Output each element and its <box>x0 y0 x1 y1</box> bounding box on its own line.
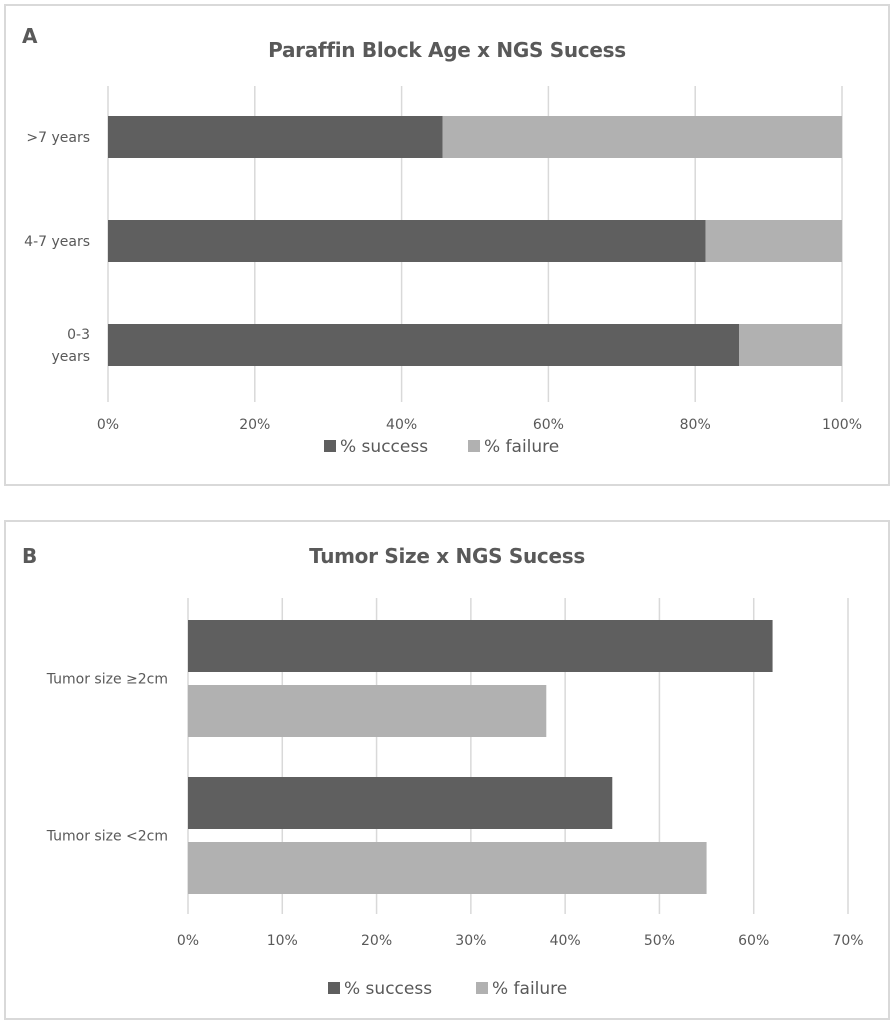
legend-swatch-success <box>324 440 336 452</box>
chart-a-title: Paraffin Block Age x NGS Sucess <box>268 38 626 62</box>
legend-label-failure: % failure <box>492 979 567 999</box>
x-tick-label: 80% <box>680 417 711 433</box>
chart-b-svg: 0% 10% 20% 30% 40% 50% 60% 70% Tumor size ≥2cm Tu… <box>46 598 864 999</box>
x-tick-label: 70% <box>832 933 863 949</box>
bar-failure <box>705 220 842 262</box>
bar-success <box>188 777 613 829</box>
x-tick-label: 20% <box>239 417 270 433</box>
panel-label-a: A <box>22 24 38 48</box>
category-label: 4-7 years <box>24 234 90 250</box>
x-tick-label: 0% <box>177 933 199 949</box>
legend-label-success: % success <box>344 979 432 999</box>
chart-b-title: Tumor Size x NGS Sucess <box>309 544 585 568</box>
category-label: Tumor size <2cm <box>46 829 168 845</box>
x-tick-label: 40% <box>386 417 417 433</box>
x-tick-label: 0% <box>97 417 119 433</box>
x-tick-label: 60% <box>533 417 564 433</box>
bar-success <box>188 620 773 672</box>
x-tick-label: 50% <box>644 933 675 949</box>
x-tick-label: 100% <box>822 417 862 433</box>
legend-swatch-success <box>328 982 340 994</box>
bar-success <box>108 324 740 366</box>
bar-failure <box>442 116 842 158</box>
bar-failure <box>739 324 842 366</box>
bar-success <box>108 220 706 262</box>
bar-failure <box>188 685 547 737</box>
legend-label-failure: % failure <box>484 437 559 457</box>
chart-a-svg: 0% 20% 40% 60% 80% 100% >7 years 4-7 years 0-3 ye… <box>24 86 862 457</box>
category-label: years <box>51 349 90 365</box>
bar-success <box>108 116 443 158</box>
x-tick-label: 40% <box>550 933 581 949</box>
chart-panel-b: B Tumor Size x NGS Sucess 0% 10% 20% 30% 40%… <box>4 520 890 1020</box>
chart-panel-a: A Paraffin Block Age x NGS Sucess 0% 20% 4… <box>4 4 890 486</box>
x-tick-label: 30% <box>455 933 486 949</box>
x-tick-label: 10% <box>267 933 298 949</box>
category-label: >7 years <box>26 130 90 146</box>
category-label: 0-3 <box>67 327 90 343</box>
x-tick-label: 20% <box>361 933 392 949</box>
legend-swatch-failure <box>468 440 480 452</box>
category-label: Tumor size ≥2cm <box>46 672 168 688</box>
bar-failure <box>188 842 707 894</box>
panel-label-b: B <box>22 544 38 568</box>
x-tick-label: 60% <box>738 933 769 949</box>
legend-swatch-failure <box>476 982 488 994</box>
legend-label-success: % success <box>340 437 428 457</box>
